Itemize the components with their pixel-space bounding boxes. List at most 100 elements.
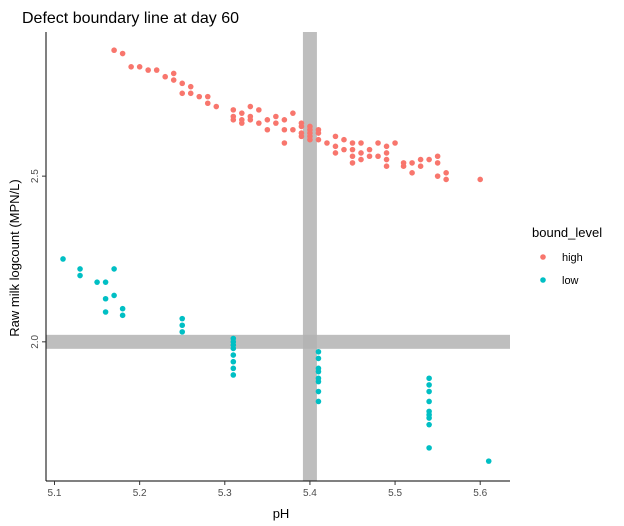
point-high (366, 153, 373, 160)
point-low (94, 279, 100, 285)
point-high (383, 150, 390, 156)
point-low (77, 266, 83, 272)
point-high (213, 103, 220, 110)
point-high (264, 126, 271, 133)
point-high (273, 120, 279, 126)
x-tick-label: 5.1 (48, 488, 62, 499)
point-high (247, 117, 254, 123)
point-low (111, 292, 117, 299)
legend-title: bound_level (532, 225, 602, 240)
legend-key-high (540, 254, 546, 260)
point-high (307, 126, 313, 133)
point-high (324, 140, 330, 146)
point-high (153, 67, 160, 73)
point-low (315, 378, 322, 385)
y-axis-title: Raw milk logcount (MPN/L) (7, 179, 22, 337)
point-high (349, 153, 356, 160)
point-high (358, 150, 364, 156)
point-high (162, 73, 168, 80)
boundary-bands (46, 32, 510, 481)
y-tick-label: 2.0 (30, 334, 41, 348)
point-high (426, 156, 432, 163)
point-high (170, 70, 177, 77)
point-high (349, 140, 356, 146)
series-low (60, 256, 492, 464)
point-high (307, 136, 313, 143)
x-axis-title: pH (273, 506, 290, 521)
point-low (426, 398, 432, 405)
point-low (315, 398, 322, 405)
point-high (341, 146, 347, 153)
point-high (281, 117, 288, 123)
point-low (119, 312, 126, 319)
point-low (426, 421, 432, 428)
point-high (298, 133, 305, 140)
point-high (341, 136, 347, 143)
point-high (204, 100, 211, 107)
point-high (256, 107, 262, 113)
point-high (256, 120, 262, 126)
point-high (128, 63, 134, 70)
point-high (375, 140, 381, 146)
point-low (60, 256, 66, 262)
legend-label-high: high (562, 252, 583, 264)
point-high (434, 160, 441, 166)
point-high (281, 140, 288, 146)
point-low (102, 309, 109, 315)
point-high (332, 143, 339, 150)
legend-item-low: low (540, 275, 579, 287)
point-high (187, 90, 194, 97)
point-low (426, 445, 432, 451)
point-low (179, 329, 186, 335)
point-low (426, 382, 432, 388)
legend-item-high: high (540, 252, 583, 264)
point-high (409, 160, 415, 166)
point-high (239, 110, 245, 116)
point-low (315, 355, 322, 362)
point-high (111, 47, 117, 54)
point-high (443, 176, 449, 183)
data-points (60, 47, 492, 464)
series-high (111, 47, 484, 183)
point-low (179, 315, 186, 322)
point-high (170, 77, 177, 83)
y-tick-label: 2.5 (30, 169, 41, 183)
point-high (443, 170, 449, 176)
point-high (417, 156, 424, 163)
point-low (315, 348, 322, 355)
point-high (290, 126, 296, 133)
point-high (366, 146, 373, 153)
point-low (230, 345, 237, 352)
point-low (485, 458, 492, 464)
horizontal-boundary-band (46, 334, 510, 349)
point-high (477, 176, 484, 183)
point-high (290, 110, 296, 116)
point-high (400, 163, 407, 170)
point-low (179, 322, 186, 329)
point-low (426, 388, 432, 395)
point-high (273, 113, 279, 120)
point-high (332, 150, 339, 156)
point-high (383, 143, 390, 150)
point-low (77, 272, 83, 279)
chart-title: Defect boundary line at day 60 (22, 10, 239, 27)
point-high (145, 67, 151, 73)
point-high (375, 153, 381, 160)
point-low (230, 358, 237, 365)
point-high (196, 93, 203, 100)
point-high (409, 170, 415, 176)
point-high (358, 140, 364, 146)
point-low (230, 372, 237, 378)
point-low (102, 279, 109, 285)
point-low (111, 266, 117, 272)
point-high (119, 50, 126, 57)
x-tick-label: 5.6 (473, 488, 487, 499)
legend-key-low (540, 277, 546, 283)
point-low (230, 352, 237, 358)
point-high (204, 93, 211, 100)
point-high (247, 103, 254, 110)
point-high (392, 140, 398, 146)
x-tick-label: 5.4 (303, 488, 317, 499)
point-low (315, 388, 322, 395)
